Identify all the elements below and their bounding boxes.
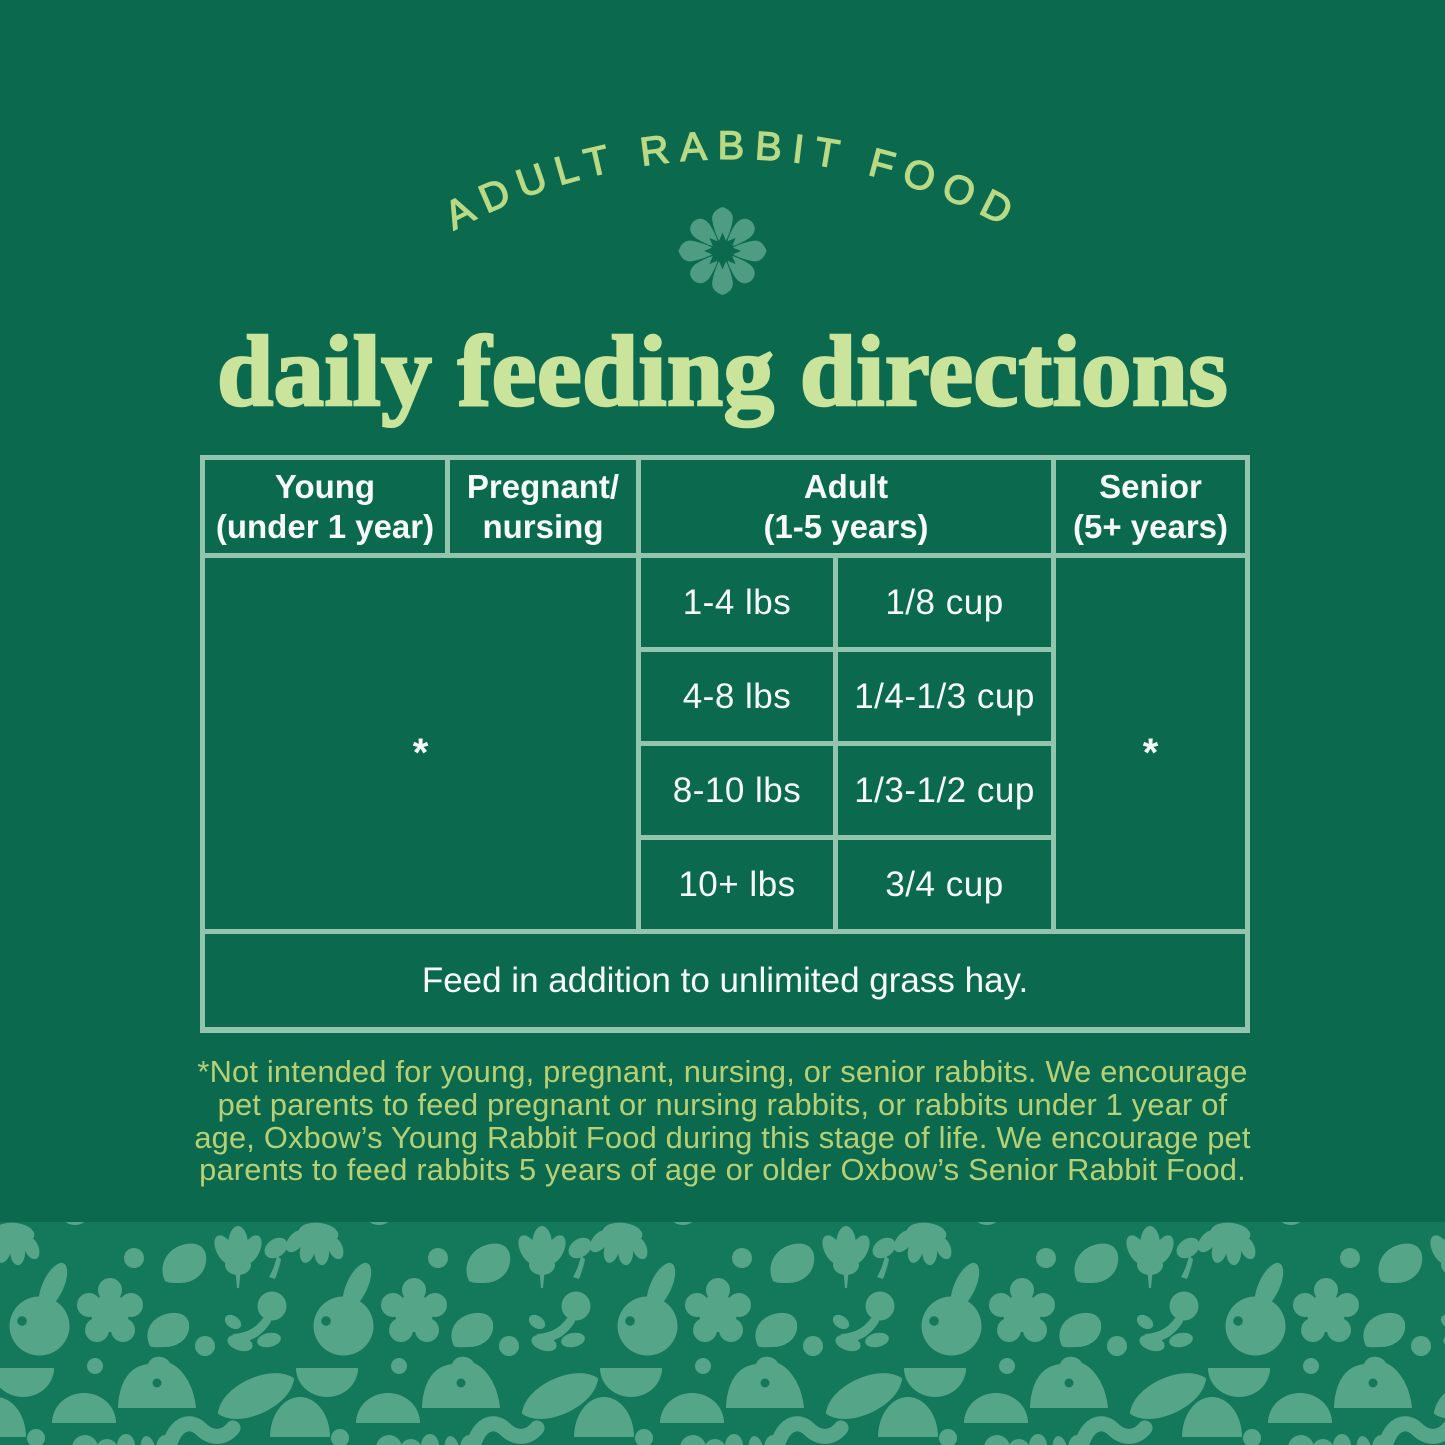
svg-text:ADULT RABBIT FOOD: ADULT RABBIT FOOD <box>438 124 1029 239</box>
